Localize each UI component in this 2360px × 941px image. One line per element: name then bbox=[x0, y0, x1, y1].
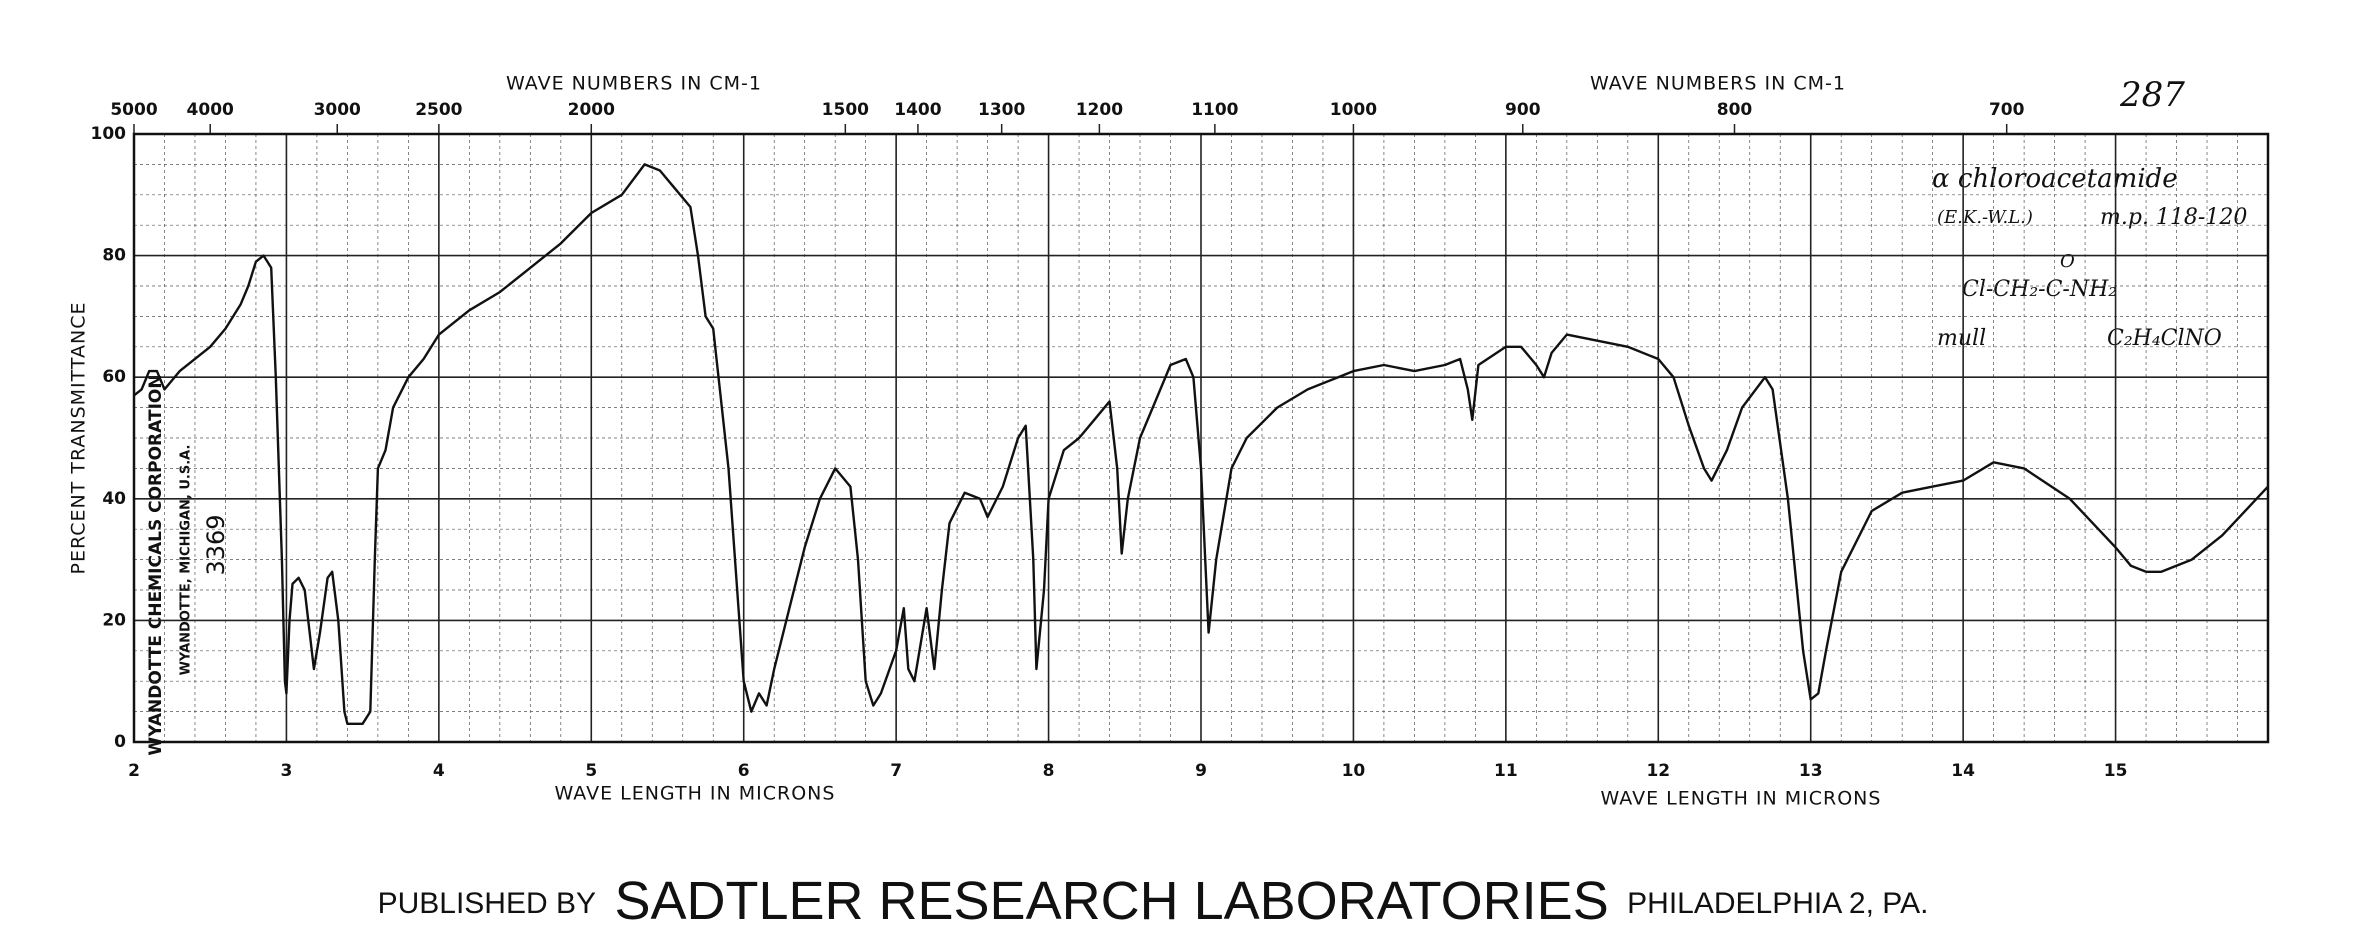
x-tick-label: 9 bbox=[1195, 761, 1207, 781]
y-tick-label: 60 bbox=[102, 367, 126, 387]
stamp-text: WYANDOTTE, MICHIGAN, U.S.A. bbox=[179, 445, 194, 676]
x-tick-label: 7 bbox=[890, 761, 902, 781]
x-tick-label: 4 bbox=[433, 761, 445, 781]
y-tick-label: 80 bbox=[102, 246, 126, 266]
x2-tick-label: 1500 bbox=[822, 100, 869, 120]
x2-tick-label: 1200 bbox=[1076, 100, 1123, 120]
stamp-text: WYANDOTTE CHEMICALS CORPORATION bbox=[146, 374, 166, 755]
plot-frame bbox=[132, 132, 2270, 744]
x-tick-label: 10 bbox=[1342, 761, 1366, 781]
x2-tick-label: 800 bbox=[1717, 100, 1753, 120]
annotation: O bbox=[2060, 251, 2075, 272]
footer-part: SADTLER RESEARCH LABORATORIES bbox=[614, 871, 1608, 931]
x-tick-label: 8 bbox=[1043, 761, 1055, 781]
annotation: m.p. 118-120 bbox=[2100, 205, 2247, 230]
annotation: (E.K.-W.L.) bbox=[1937, 207, 2033, 228]
x2-tick-label: 5000 bbox=[110, 100, 157, 120]
x2-tick-label: 1300 bbox=[978, 100, 1025, 120]
x-tick-label: 15 bbox=[2104, 761, 2128, 781]
x2-tick-label: 700 bbox=[1989, 100, 2025, 120]
x-tick-label: 14 bbox=[1951, 761, 1975, 781]
y-tick-label: 40 bbox=[102, 489, 126, 509]
footer-part: PHILADELPHIA 2, PA. bbox=[1627, 887, 1928, 920]
x2-tick-label: 1000 bbox=[1330, 100, 1377, 120]
x-tick-label: 6 bbox=[738, 761, 750, 781]
y-tick-label: 20 bbox=[102, 610, 126, 630]
y-title: PERCENT TRANSMITTANCE bbox=[68, 301, 90, 574]
footer-part: PUBLISHED BY bbox=[378, 887, 596, 920]
x2-tick-label: 2000 bbox=[568, 100, 615, 120]
x-top-title: WAVE NUMBERS IN CM-1 bbox=[1590, 73, 1846, 95]
x2-tick-label: 4000 bbox=[187, 100, 234, 120]
x2-tick-label: 3000 bbox=[314, 100, 361, 120]
x-tick-label: 13 bbox=[1799, 761, 1823, 781]
x-tick-label: 12 bbox=[1646, 761, 1670, 781]
x-top-title: WAVE NUMBERS IN CM-1 bbox=[506, 73, 762, 95]
x-tick-label: 2 bbox=[128, 761, 140, 781]
annotation: mull bbox=[1937, 326, 1986, 351]
x2-tick-label: 900 bbox=[1505, 100, 1541, 120]
annotation: C₂H₄ClNO bbox=[2107, 326, 2222, 351]
catalog-number: 287 bbox=[2119, 75, 2185, 115]
x-tick-label: 3 bbox=[281, 761, 293, 781]
x2-tick-label: 2500 bbox=[415, 100, 462, 120]
x-title: WAVE LENGTH IN MICRONS bbox=[1601, 788, 1882, 810]
annotation: Cl-CH₂-C-NH₂ bbox=[1962, 277, 2117, 302]
x2-tick-label: 1100 bbox=[1191, 100, 1238, 120]
y-tick-label: 0 bbox=[114, 732, 126, 752]
x-tick-label: 11 bbox=[1494, 761, 1518, 781]
spectrum-line bbox=[133, 163, 2269, 725]
footer: PUBLISHED BY SADTLER RESEARCH LABORATORI… bbox=[378, 871, 1929, 931]
y-tick-label: 100 bbox=[91, 124, 127, 144]
x-tick-label: 5 bbox=[585, 761, 597, 781]
x-title: WAVE LENGTH IN MICRONS bbox=[555, 783, 836, 805]
x2-tick-label: 1400 bbox=[894, 100, 941, 120]
